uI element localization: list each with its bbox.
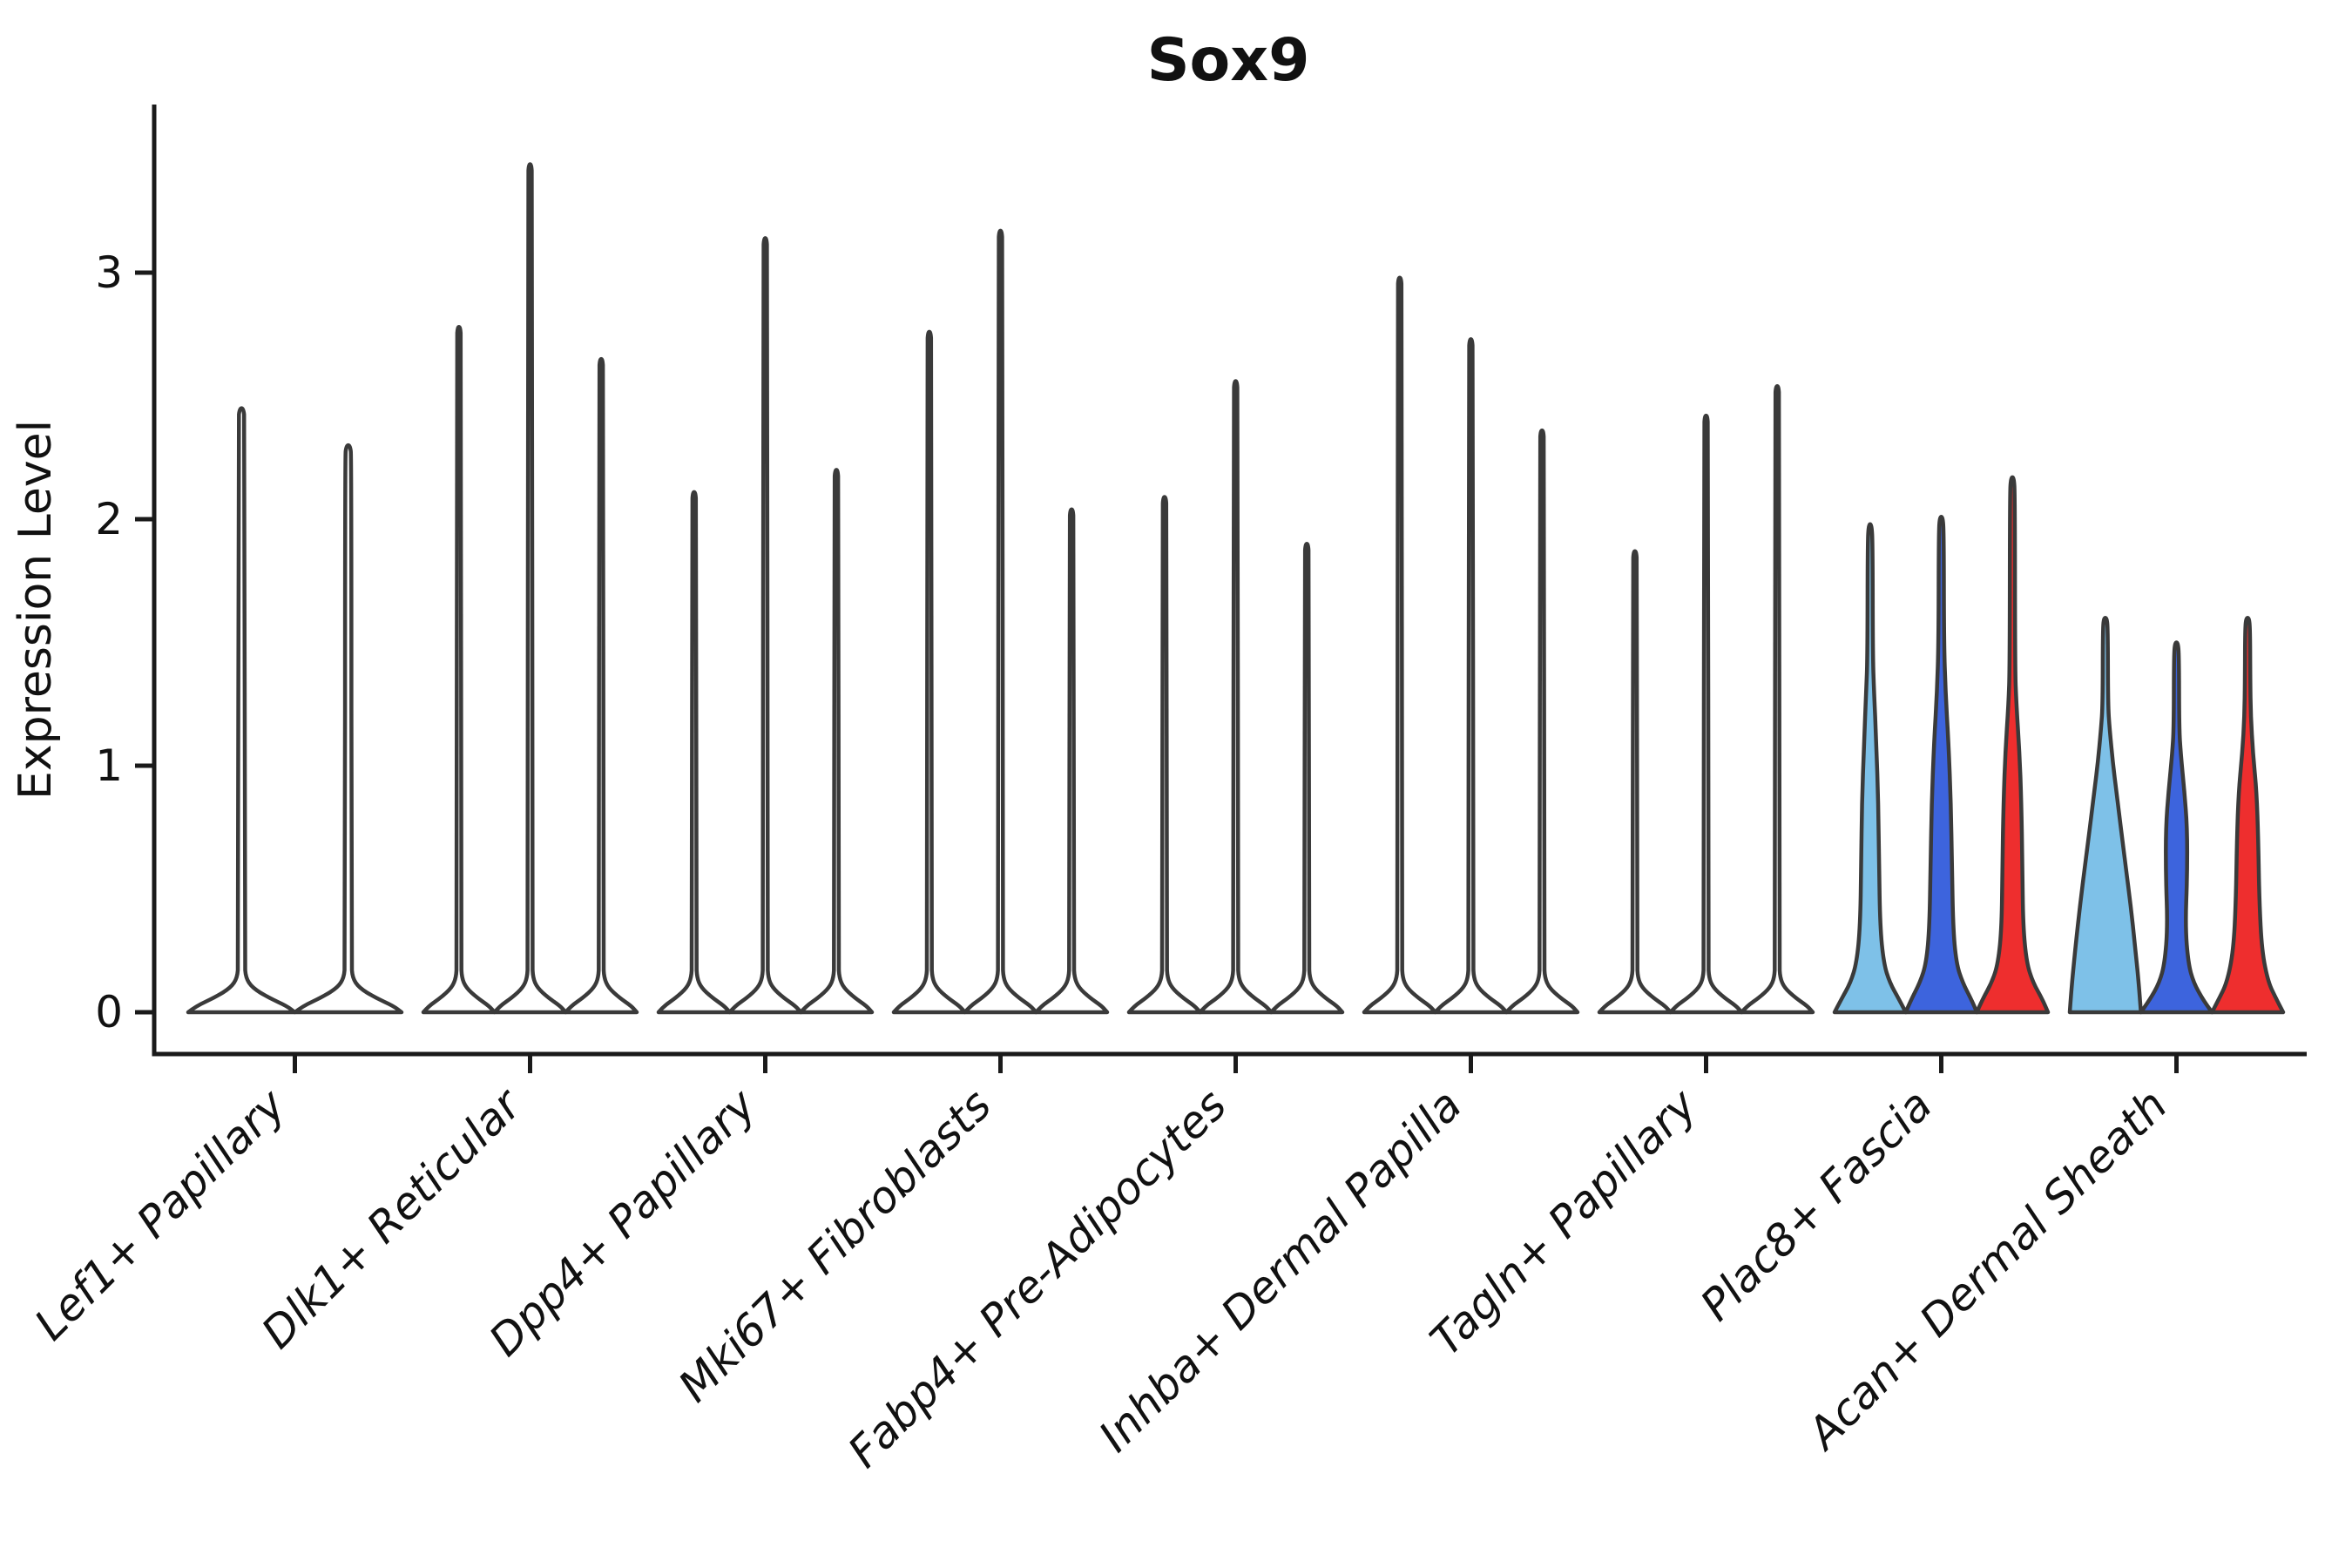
violin-group6-v1 <box>1362 275 1437 1015</box>
axes-layer <box>135 105 2307 1073</box>
violin-group3-v2 <box>727 236 803 1015</box>
violin-group2-v3 <box>564 356 639 1015</box>
violin-group5-v1 <box>1126 495 1202 1015</box>
violin-group5-v3 <box>1269 542 1345 1015</box>
plot-title: Sox9 <box>1147 26 1310 95</box>
violin-group8-v2 <box>1903 514 1979 1015</box>
violin-group7-v3 <box>1740 383 1815 1015</box>
violin-group1-v2 <box>293 443 404 1015</box>
violin-group6-v2 <box>1433 337 1509 1015</box>
violin-group7-v2 <box>1668 413 1744 1015</box>
violin-group6-v3 <box>1504 428 1580 1015</box>
y-tick-label-0: 0 <box>95 987 123 1037</box>
y-tick-label-3: 3 <box>95 247 123 298</box>
x-tick-label-4: Fabp4+ Pre-Adipocytes <box>838 1079 1236 1477</box>
violin-group9-v3 <box>2210 615 2286 1015</box>
violin-group9-v1 <box>2067 615 2143 1015</box>
x-tick-label-1: Dlk1+ Reticular <box>252 1078 532 1358</box>
x-tick-label-0: Lef1+ Papillary <box>25 1078 296 1349</box>
violin-group4-v2 <box>963 228 1038 1015</box>
violin-group4-v3 <box>1034 507 1110 1015</box>
x-tick-label-7: Plac8+ Fascia <box>1691 1079 1942 1330</box>
violin-group3-v1 <box>656 490 732 1015</box>
violin-group2-v1 <box>421 325 497 1015</box>
violin-group4-v1 <box>891 329 967 1015</box>
violins-layer <box>186 162 2286 1015</box>
violin-group8-v3 <box>1975 475 2051 1015</box>
violin-group5-v2 <box>1198 379 1274 1015</box>
y-axis-label: Expression Level <box>10 420 62 800</box>
violin-group1-v1 <box>186 406 297 1015</box>
y-tick-label-2: 2 <box>95 494 123 544</box>
violin-group8-v1 <box>1832 522 1908 1015</box>
violin-group2-v2 <box>492 162 568 1015</box>
violin-group7-v1 <box>1597 549 1673 1015</box>
violin-group9-v2 <box>2139 640 2214 1015</box>
y-tick-label-1: 1 <box>95 740 123 791</box>
violin-group3-v3 <box>799 468 875 1015</box>
